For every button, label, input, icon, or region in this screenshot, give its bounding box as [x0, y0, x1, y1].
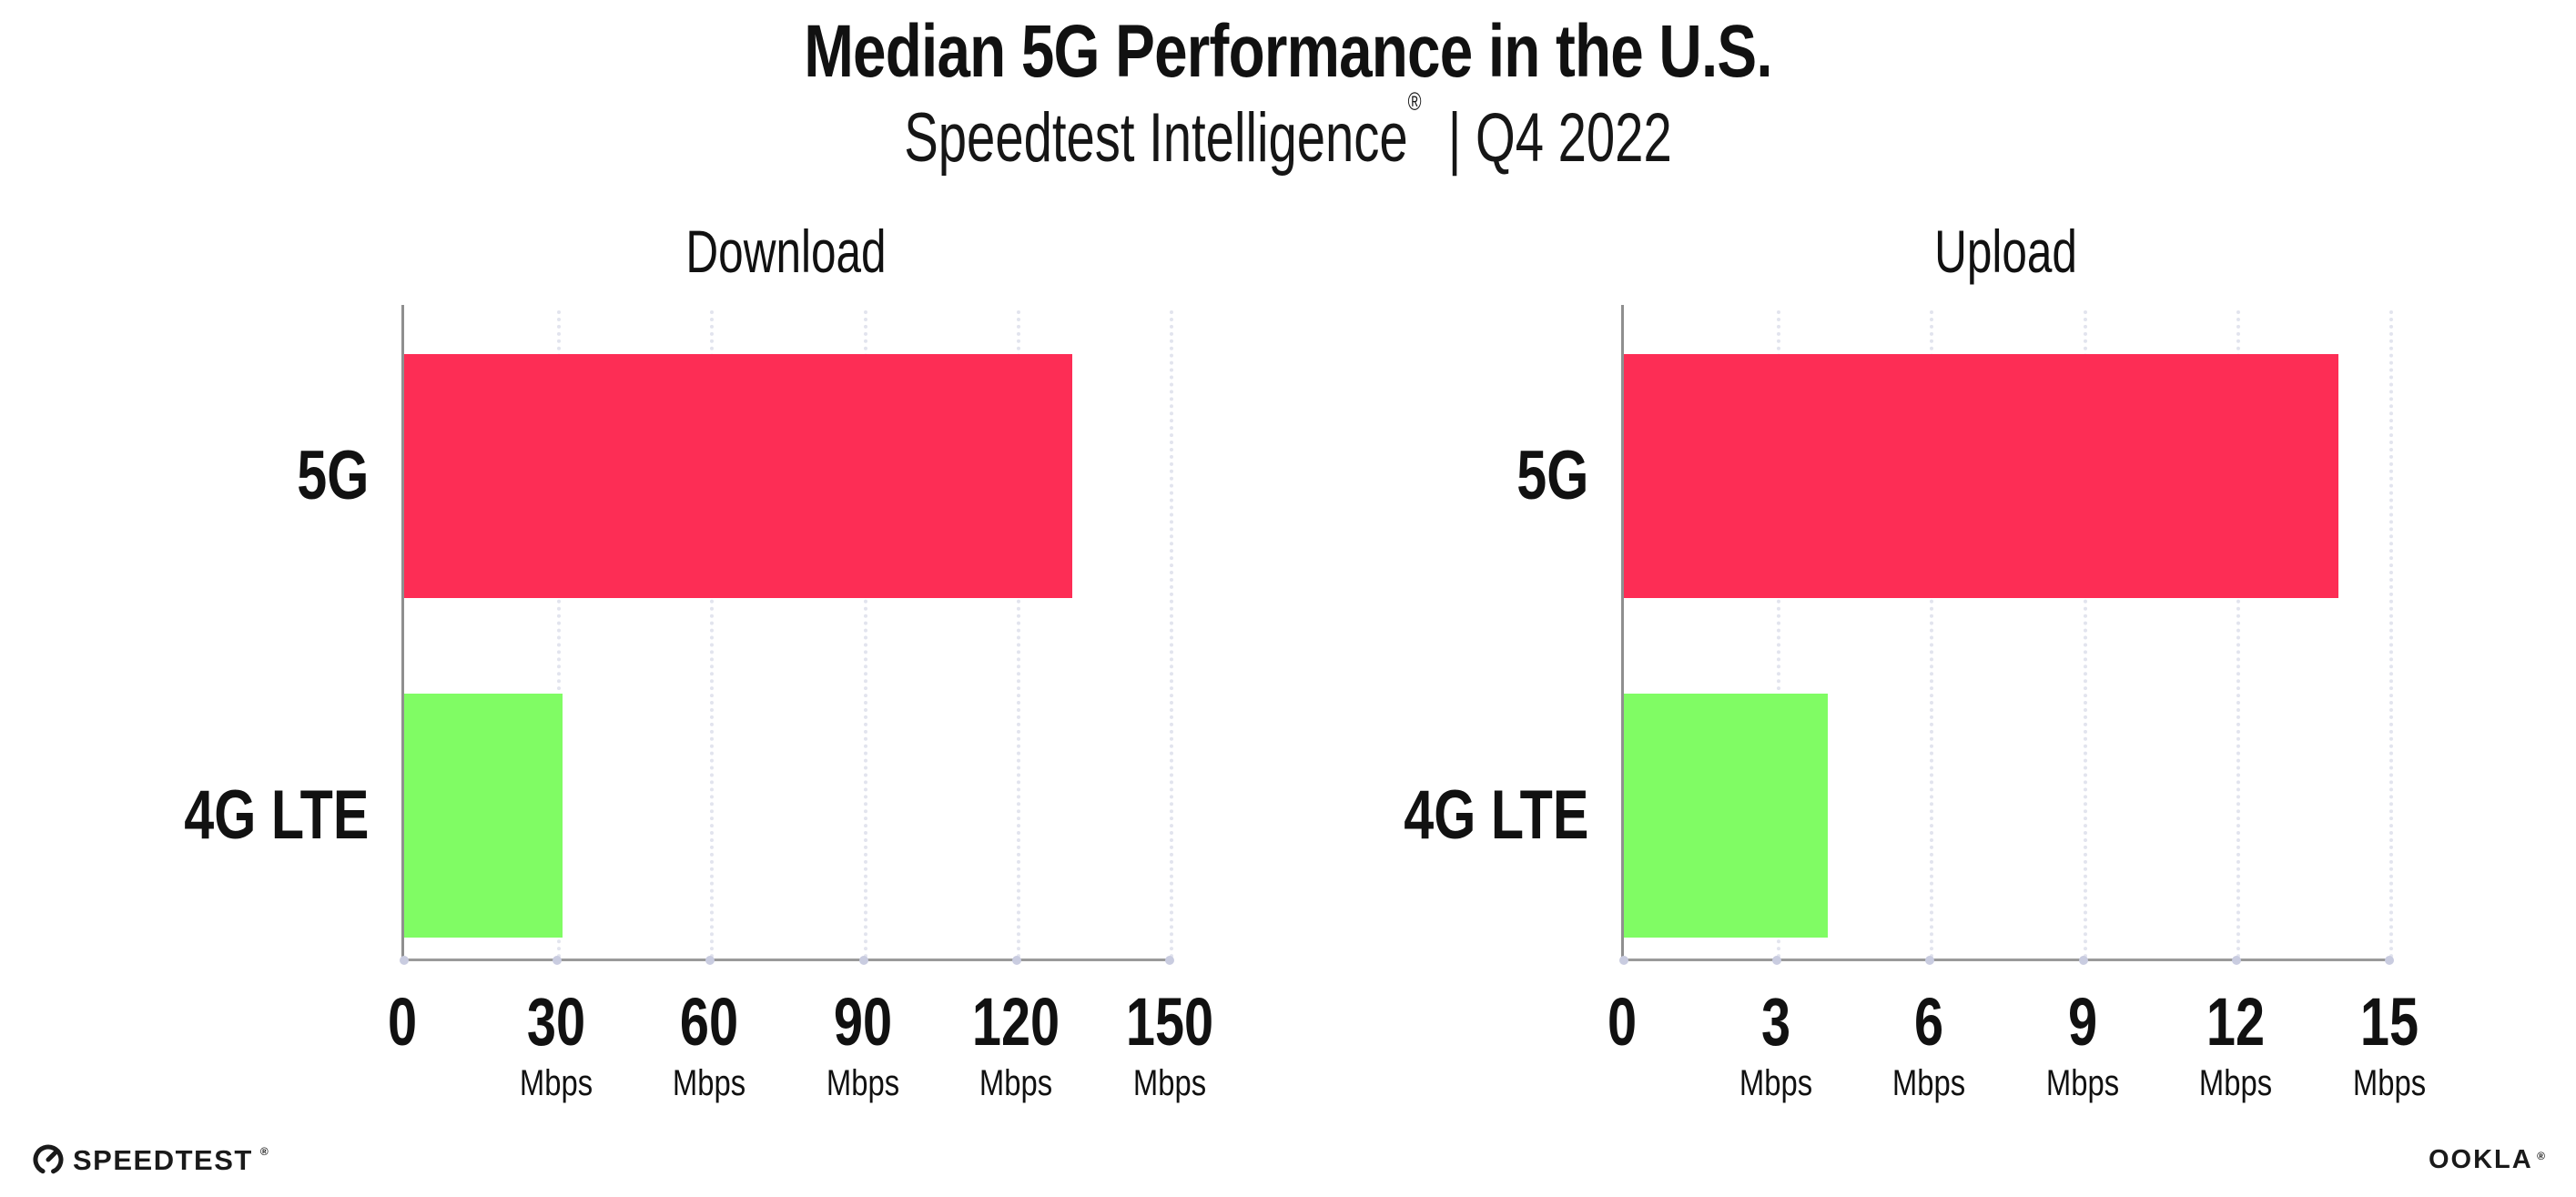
tick-value: 30	[526, 984, 585, 1060]
tick-value: 120	[972, 984, 1060, 1060]
gridline	[2236, 310, 2240, 959]
tick-label-60: 60 Mbps	[664, 984, 754, 1103]
subtitle: Speedtest Intelligence® | Q4 2022	[335, 88, 2241, 173]
header: Median 5G Performance in the U.S. Speedt…	[0, 0, 2576, 173]
gridline	[557, 310, 562, 959]
gridline	[1777, 310, 1781, 959]
tick-label-90: 90 Mbps	[818, 984, 908, 1103]
tick-label-150: 150 Mbps	[1113, 984, 1225, 1103]
tick-mark	[2231, 956, 2241, 965]
tick-unit: Mbps	[826, 1063, 899, 1103]
tick-value: 15	[2359, 984, 2419, 1060]
chart-title-upload: Upload	[1934, 218, 2077, 285]
tick-unit: Mbps	[673, 1063, 746, 1103]
upload-chart-panel: Upload 5G 4G LTE 0 3 Mbps 6 Mbps 9 Mbps 12 Mbps 15…	[1320, 218, 2426, 1125]
tick-value: 9	[2067, 984, 2097, 1060]
tick-value: 12	[2206, 984, 2266, 1060]
tick-unit: Mbps	[519, 1063, 593, 1103]
speedtest-wordmark: SPEEDTEST	[73, 1143, 253, 1176]
tick-unit: Mbps	[2199, 1063, 2273, 1103]
tick-mark	[1165, 956, 1174, 965]
x-axis-labels-download: 0 30 Mbps 60 Mbps 90 Mbps 120 Mbps 150 Mbps	[388, 961, 1213, 1125]
ookla-registered-mark: ®	[2537, 1149, 2545, 1162]
plot-area-download	[400, 305, 1174, 965]
speedtest-gauge-icon	[31, 1142, 66, 1177]
tick-value: 6	[1914, 984, 1944, 1060]
tick-value: 3	[1760, 984, 1790, 1060]
y-axis-labels: 5G 4G LTE	[100, 305, 401, 959]
gridline	[1930, 310, 1934, 959]
speedtest-logo: SPEEDTEST ®	[31, 1142, 269, 1177]
category-label-4g-lte: 4G LTE	[184, 776, 370, 854]
gridline	[2389, 310, 2393, 959]
tick-label-120: 120 Mbps	[960, 984, 1072, 1103]
tick-mark	[553, 956, 563, 965]
tick-label-0: 0	[1603, 989, 1640, 1056]
tick-value: 150	[1125, 984, 1214, 1060]
tick-value: 0	[1607, 984, 1638, 1060]
ookla-logo: OOKLA ®	[2428, 1144, 2545, 1174]
chart-title-download: Download	[685, 218, 887, 285]
subtitle-brand: Speedtest Intelligence	[904, 99, 1408, 177]
tick-mark	[1772, 956, 1782, 965]
category-label-5g: 5G	[1516, 437, 1589, 515]
tick-label-6: 6 Mbps	[1884, 984, 1973, 1103]
charts-row: Download 5G 4G LTE 0 30 Mbps 60 Mbps 90 Mbps 120…	[0, 218, 2426, 1125]
category-label-4g-lte: 4G LTE	[1404, 776, 1589, 854]
tick-mark	[2385, 956, 2394, 965]
speedtest-registered-mark: ®	[259, 1145, 269, 1158]
tick-value: 60	[680, 984, 739, 1060]
footer: SPEEDTEST ® OOKLA ®	[31, 1142, 2545, 1177]
gridline	[1016, 310, 1020, 959]
tick-mark	[1925, 956, 1935, 965]
tick-label-15: 15 Mbps	[2345, 984, 2434, 1103]
tick-mark	[858, 956, 868, 965]
tick-label-3: 3 Mbps	[1731, 984, 1820, 1103]
subtitle-period: | Q4 2022	[1447, 99, 1672, 177]
subtitle-separator	[1422, 99, 1448, 177]
bar-5g	[404, 353, 1073, 598]
tick-unit: Mbps	[2045, 1063, 2119, 1103]
tick-unit: Mbps	[2352, 1063, 2427, 1103]
tick-value: 0	[387, 984, 418, 1060]
tick-label-0: 0	[383, 989, 421, 1056]
registered-mark: ®	[1407, 86, 1422, 116]
tick-label-30: 30 Mbps	[512, 984, 601, 1103]
x-axis-labels-upload: 0 3 Mbps 6 Mbps 9 Mbps 12 Mbps 15 Mbps	[1607, 961, 2426, 1125]
bar-5g	[1624, 353, 2338, 598]
tick-unit: Mbps	[1892, 1063, 1966, 1103]
ookla-wordmark: OOKLA	[2428, 1144, 2533, 1174]
plot-area-upload	[1619, 305, 2394, 965]
gridline	[2083, 310, 2087, 959]
bar-4g-lte	[404, 694, 563, 938]
y-axis-labels: 5G 4G LTE	[1320, 305, 1621, 959]
tick-mark	[400, 956, 410, 965]
tick-label-9: 9 Mbps	[2038, 984, 2127, 1103]
tick-mark	[705, 956, 715, 965]
tick-unit: Mbps	[1132, 1063, 1207, 1103]
tick-unit: Mbps	[979, 1063, 1053, 1103]
gridline	[1170, 310, 1173, 959]
tick-mark	[1619, 956, 1629, 965]
gridline	[710, 310, 715, 959]
category-label-5g: 5G	[297, 437, 370, 515]
download-chart-panel: Download 5G 4G LTE 0 30 Mbps 60 Mbps 90 Mbps 120…	[100, 218, 1213, 1125]
plot-row: 5G 4G LTE	[100, 305, 1174, 965]
tick-mark	[1011, 956, 1021, 965]
gridline	[863, 310, 867, 959]
tick-mark	[2078, 956, 2088, 965]
plot-row: 5G 4G LTE	[1320, 305, 2394, 965]
tick-label-12: 12 Mbps	[2191, 984, 2280, 1103]
bar-4g-lte	[1624, 694, 1829, 938]
page-title: Median 5G Performance in the U.S.	[804, 10, 1772, 93]
tick-unit: Mbps	[1739, 1063, 1812, 1103]
tick-value: 90	[833, 984, 892, 1060]
